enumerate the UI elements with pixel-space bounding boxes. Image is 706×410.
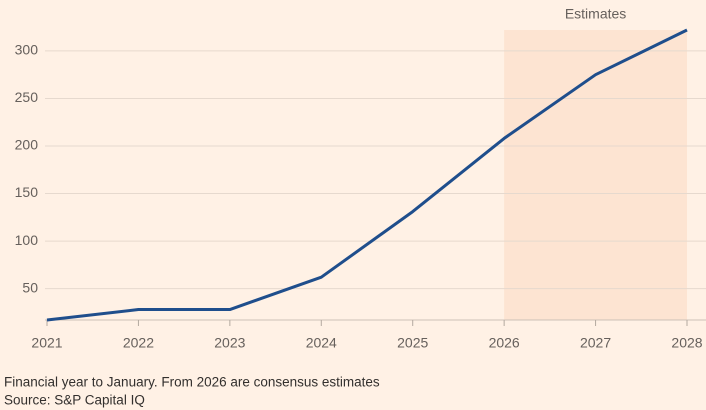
y-tick-label: 200 <box>15 137 39 153</box>
annotation: Estimates <box>565 6 626 22</box>
y-tick-label: 300 <box>15 42 39 58</box>
x-tick-label: 2026 <box>489 335 520 351</box>
source: Source: S&P Capital IQ <box>4 393 145 408</box>
estimates-region <box>504 30 687 320</box>
x-tick-label: 2021 <box>31 335 62 351</box>
y-tick-label: 150 <box>15 184 39 200</box>
y-tick-label: 250 <box>15 89 39 105</box>
x-tick-label: 2024 <box>306 335 337 351</box>
x-tick-label: 2023 <box>214 335 245 351</box>
y-tick-label: 50 <box>22 279 38 295</box>
y-tick-label: 100 <box>15 232 39 248</box>
x-tick-label: 2028 <box>671 335 702 351</box>
line <box>46 28 688 322</box>
x-tick-label: 2027 <box>580 335 611 351</box>
x-tick-label: 2022 <box>123 335 154 351</box>
footnote: Financial year to January. From 2026 are… <box>4 375 380 390</box>
x-tick-label: 2025 <box>397 335 428 351</box>
